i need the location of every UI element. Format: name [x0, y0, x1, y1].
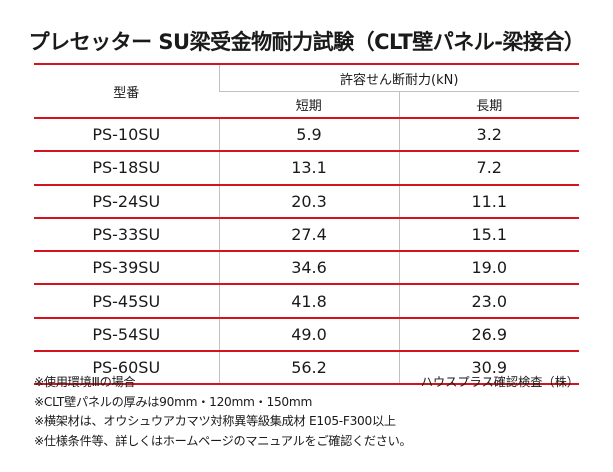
note-usage-environment: ※使用環境Ⅲの場合	[34, 375, 136, 389]
long-term-cell: 26.9	[398, 317, 579, 353]
note-beam-material: ※横架材は、オウシュウアカマツ対称異等級集成材 E105-F300以上	[34, 414, 396, 428]
short-term-cell: 27.4	[218, 217, 399, 253]
short-term-cell: 13.1	[218, 151, 399, 186]
model-cell: PS-18SU	[34, 151, 219, 186]
short-term-cell: 5.9	[218, 118, 399, 153]
short-term-cell: 49.0	[218, 317, 399, 353]
table-row: PS-60SU 56.2 30.9	[34, 351, 579, 386]
table-top-rule	[34, 63, 579, 65]
long-term-cell: 7.2	[398, 151, 579, 186]
capacity-column-header: 許容せん断耐力(kN)	[218, 65, 579, 92]
short-term-cell: 41.8	[218, 284, 399, 319]
table-row: PS-45SU 41.8 23.0	[34, 284, 579, 319]
table-row: PS-18SU 13.1 7.2	[34, 151, 579, 186]
short-term-header: 短期	[219, 91, 399, 119]
page-title: プレセッター SU梁受金物耐力試験（CLT壁パネル-梁接合）	[28, 30, 585, 54]
footnotes: ※使用環境Ⅲの場合 ハウスプラス確認検査（株） ※CLT壁パネルの厚みは90mm…	[34, 373, 579, 451]
note-panel-thickness: ※CLT壁パネルの厚みは90mm・120mm・150mm	[34, 394, 313, 409]
model-cell: PS-60SU	[34, 351, 219, 386]
table-row: PS-24SU 20.3 11.1	[34, 184, 579, 219]
short-term-cell: 34.6	[218, 251, 399, 286]
note-manual-reference: ※仕様条件等、詳しくはホームページのマニュアルをご確認ください。	[34, 433, 412, 448]
table-row: PS-10SU 5.9 3.2	[34, 118, 579, 153]
long-term-header: 長期	[398, 91, 579, 119]
long-term-cell: 3.2	[398, 118, 579, 153]
model-column-header: 型番	[34, 65, 219, 119]
short-term-cell: 56.2	[218, 351, 399, 386]
model-cell: PS-10SU	[34, 118, 219, 153]
long-term-cell: 30.9	[398, 351, 579, 386]
table-row: PS-54SU 49.0 26.9	[34, 317, 579, 353]
capacity-table: 型番 許容せん断耐力(kN) 短期 長期 PS-10SU 5.9 3.2 PS-…	[34, 65, 579, 386]
short-term-cell: 20.3	[218, 184, 399, 219]
long-term-cell: 23.0	[398, 284, 579, 319]
long-term-cell: 19.0	[398, 251, 579, 286]
model-cell: PS-54SU	[34, 317, 219, 353]
table-row: PS-33SU 27.4 15.1	[34, 217, 579, 253]
table-row: PS-39SU 34.6 19.0	[34, 251, 579, 286]
model-cell: PS-33SU	[34, 217, 219, 253]
model-cell: PS-45SU	[34, 284, 219, 319]
testing-organization: ハウスプラス確認検査（株）	[420, 375, 579, 389]
long-term-cell: 11.1	[398, 184, 579, 219]
model-cell: PS-24SU	[34, 184, 219, 219]
model-cell: PS-39SU	[34, 251, 219, 286]
long-term-cell: 15.1	[398, 217, 579, 253]
